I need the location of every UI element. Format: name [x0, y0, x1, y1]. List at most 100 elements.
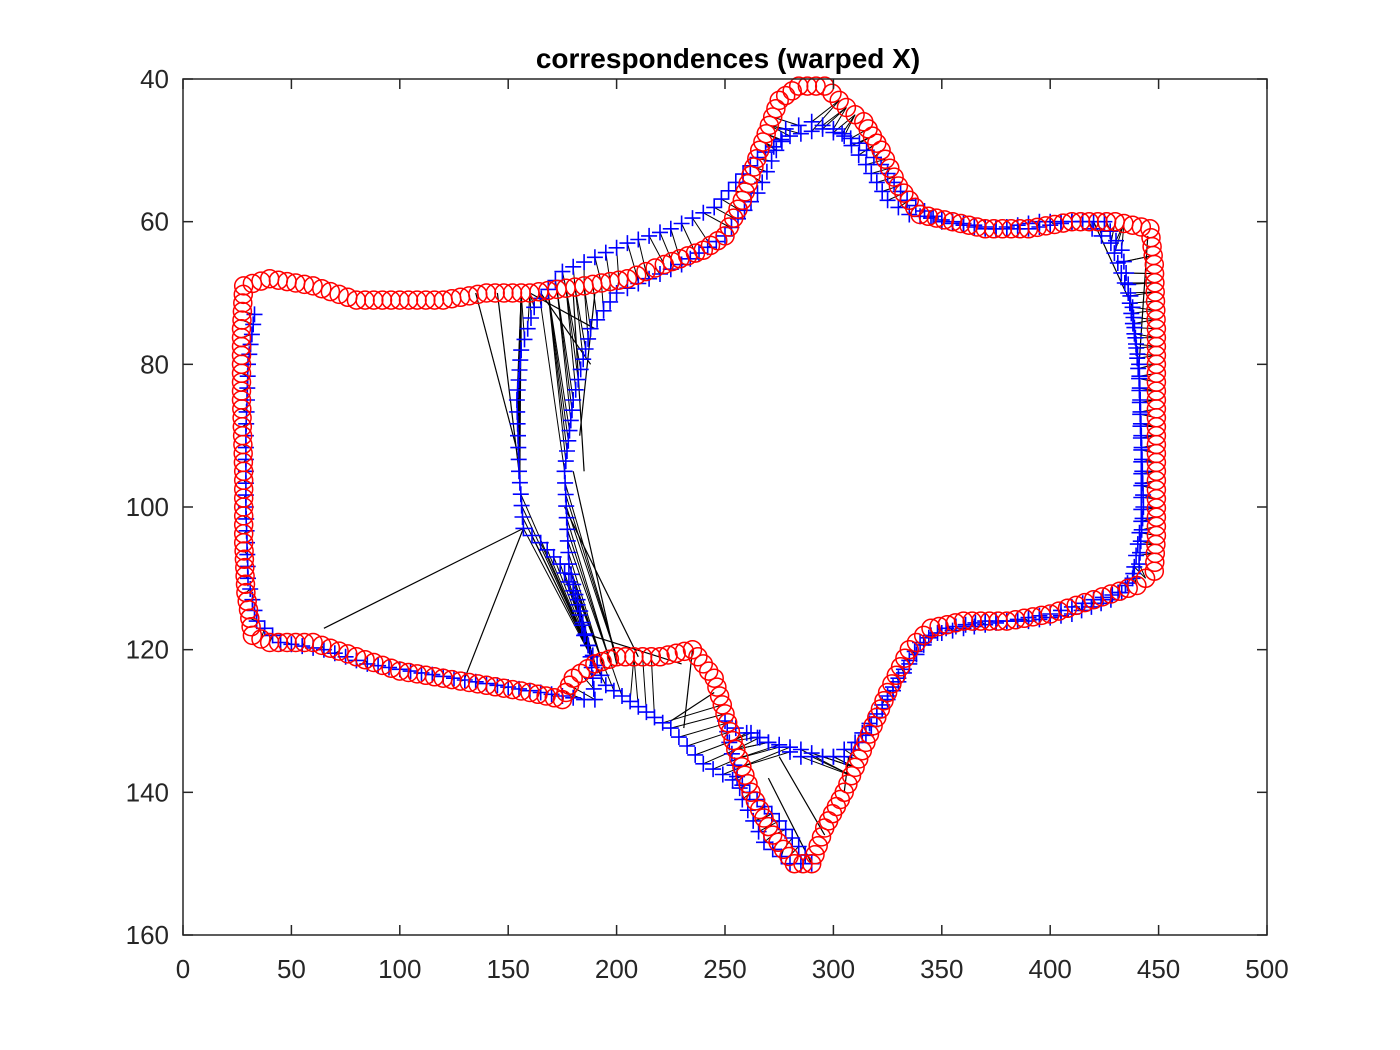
red-circle-point	[841, 765, 862, 786]
red-circle-point	[726, 739, 746, 760]
red-circle-point	[811, 827, 832, 847]
blue-cross-point	[792, 125, 809, 142]
blue-cross-point	[720, 182, 737, 199]
red-circle-point	[234, 541, 254, 561]
blue-cross-point	[516, 331, 533, 348]
blue-cross-point	[545, 548, 562, 565]
y-tick-label: 160	[126, 920, 169, 950]
red-circle-point	[1118, 578, 1138, 599]
red-circle-point	[728, 199, 748, 219]
red-circle-point	[1075, 592, 1095, 613]
red-circle-point	[852, 740, 873, 761]
red-circle-point	[762, 107, 783, 127]
red-circle-point	[312, 635, 332, 656]
plot-area	[231, 76, 1167, 874]
blue-cross-point	[886, 174, 903, 191]
blue-cross-point	[790, 117, 807, 134]
blue-cross-point	[868, 174, 885, 191]
red-circle-point	[797, 76, 818, 96]
blue-cross-point	[842, 130, 859, 147]
red-circle-point	[235, 574, 256, 595]
red-circle-point	[329, 641, 349, 661]
red-circle-point	[719, 217, 740, 237]
blue-cross-point	[381, 659, 397, 676]
red-circle-point	[759, 115, 780, 136]
red-circle-point	[650, 647, 670, 667]
blue-cross-point	[1118, 265, 1135, 281]
blue-cross-point	[533, 290, 550, 307]
correspondence-line	[323, 527, 524, 629]
red-circle-point	[1057, 598, 1078, 619]
blue-cross-point	[790, 838, 807, 855]
x-tick-label: 450	[1137, 954, 1180, 984]
blue-cross-point	[577, 626, 594, 642]
correspondence-line	[579, 292, 596, 436]
blue-cross-point	[523, 310, 539, 326]
correspondence-line	[626, 242, 638, 276]
red-circle-point	[875, 149, 896, 170]
blue-cross-point	[723, 745, 740, 762]
correspondence-line	[522, 528, 596, 665]
red-circle-point	[712, 695, 733, 715]
blue-cross-point	[622, 693, 639, 710]
blue-cross-point	[562, 412, 579, 429]
red-circle-point	[1141, 227, 1161, 248]
red-circle-point	[698, 661, 719, 681]
blue-cross-point	[532, 684, 549, 701]
red-circle-point	[801, 853, 822, 874]
blue-cross-point	[879, 192, 896, 209]
red-circle-point	[1109, 581, 1130, 601]
blue-cross-point	[1131, 524, 1148, 541]
blue-cross-point	[1113, 242, 1130, 259]
blue-cross-point	[1126, 319, 1143, 336]
red-circle-point	[233, 532, 254, 553]
blue-cross-point	[1125, 309, 1142, 326]
red-circle-point	[870, 699, 891, 719]
blue-cross-point	[1127, 329, 1144, 346]
correspondence-line	[1133, 566, 1146, 579]
red-circle-point	[355, 649, 375, 670]
blue-cross-point	[1083, 598, 1100, 615]
x-tick-label: 0	[176, 954, 190, 984]
blue-cross-point	[608, 239, 625, 256]
red-circle-point	[234, 549, 255, 570]
red-circle-point	[720, 721, 741, 742]
correspondence-line	[843, 114, 856, 137]
red-circle-point	[773, 839, 794, 860]
red-circle-point	[241, 617, 261, 637]
red-circle-point	[251, 271, 271, 291]
red-circle-point	[848, 749, 869, 769]
blue-cross-point	[509, 382, 526, 398]
blue-cross-point	[582, 320, 599, 337]
blue-cross-point	[564, 402, 580, 419]
blue-cross-point	[1133, 513, 1150, 530]
blue-cross-point	[782, 128, 798, 145]
red-circle-point	[753, 132, 773, 152]
red-circle-point	[732, 190, 753, 211]
red-circle-point	[867, 707, 887, 728]
blue-cross-point	[589, 311, 606, 328]
blue-cross-point	[510, 372, 527, 388]
correspondence-line	[464, 528, 524, 679]
blue-cross-point	[654, 714, 671, 731]
y-tick-label: 80	[140, 349, 169, 379]
red-circle-point	[346, 290, 367, 310]
blue-cross-point	[243, 326, 260, 343]
red-circle-point	[782, 81, 802, 101]
red-circle-point	[951, 213, 971, 234]
blue-cross-point	[705, 761, 722, 778]
blue-cross-point	[1129, 536, 1146, 553]
red-circle-point	[372, 655, 393, 676]
blue-cross-point	[585, 680, 602, 697]
red-circle-point	[235, 557, 255, 578]
red-circle-point	[884, 167, 904, 187]
red-circle-point	[329, 284, 349, 305]
red-circle-point	[544, 688, 565, 708]
blue-cross-point	[1122, 287, 1139, 304]
x-tick-label: 350	[920, 954, 963, 984]
blue-cross-point	[851, 135, 868, 152]
red-circle-point	[723, 208, 744, 228]
correspondence-line	[1123, 255, 1154, 263]
chart-title: correspondences (warped X)	[536, 43, 920, 74]
